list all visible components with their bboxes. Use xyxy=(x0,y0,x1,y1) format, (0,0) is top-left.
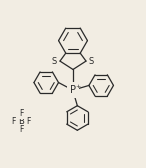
Text: B: B xyxy=(18,117,24,126)
Text: F: F xyxy=(19,109,23,118)
Text: F: F xyxy=(11,117,15,126)
Text: F: F xyxy=(27,117,31,126)
Text: P: P xyxy=(70,85,76,95)
Text: S: S xyxy=(89,57,94,66)
Text: +: + xyxy=(75,84,80,89)
Text: F: F xyxy=(19,125,23,134)
Text: S: S xyxy=(52,57,57,66)
